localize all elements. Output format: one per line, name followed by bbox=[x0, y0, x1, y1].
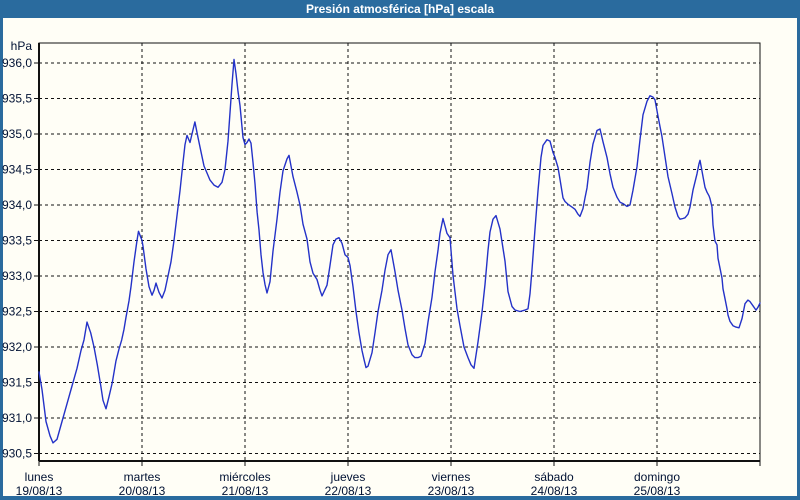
x-date-label: 20/08/13 bbox=[119, 484, 166, 498]
y-tick-label: 935,0 bbox=[2, 127, 32, 141]
x-day-label: lunes bbox=[25, 470, 54, 484]
x-day-label: viernes bbox=[432, 470, 471, 484]
y-tick-label: 934,0 bbox=[2, 198, 32, 212]
x-day-label: domingo bbox=[634, 470, 680, 484]
plot-border bbox=[38, 42, 761, 462]
window-title: Presión atmosférica [hPa] escala bbox=[305, 2, 495, 16]
y-tick-label: 932,5 bbox=[2, 305, 32, 319]
x-day-label: miércoles bbox=[219, 470, 270, 484]
y-tick-label: 936,0 bbox=[2, 56, 32, 70]
window-titlebar: Presión atmosférica [hPa] escala bbox=[0, 0, 800, 18]
x-day-label: martes bbox=[124, 470, 161, 484]
y-tick-label: 931,0 bbox=[2, 411, 32, 425]
y-tick-label: 935,5 bbox=[2, 92, 32, 106]
y-tick-label: 930,5 bbox=[2, 447, 32, 461]
pressure-line bbox=[38, 58, 761, 444]
y-tick-label: 931,5 bbox=[2, 376, 32, 390]
x-date-label: 24/08/13 bbox=[531, 484, 578, 498]
x-date-label: 22/08/13 bbox=[325, 484, 372, 498]
x-date-label: 23/08/13 bbox=[428, 484, 475, 498]
y-tick-label: 933,0 bbox=[2, 269, 32, 283]
x-date-label: 21/08/13 bbox=[222, 484, 269, 498]
y-tick-label: 933,5 bbox=[2, 234, 32, 248]
x-date-label: 25/08/13 bbox=[634, 484, 681, 498]
y-axis-unit-label: hPa bbox=[11, 39, 33, 53]
y-tick-label: 934,5 bbox=[2, 163, 32, 177]
x-day-label: jueves bbox=[330, 470, 366, 484]
x-day-label: sábado bbox=[534, 470, 574, 484]
y-tick-label: 932,0 bbox=[2, 340, 32, 354]
x-date-label: 19/08/13 bbox=[16, 484, 63, 498]
